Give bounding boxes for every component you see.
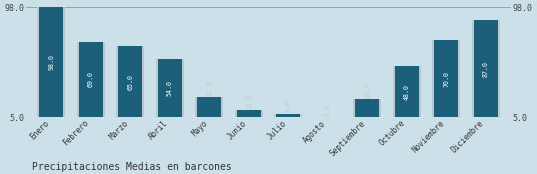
Text: 20.0: 20.0 xyxy=(364,82,370,98)
Bar xyxy=(471,20,500,117)
Text: 5.0: 5.0 xyxy=(325,104,331,116)
Text: Precipitaciones Medias en barcones: Precipitaciones Medias en barcones xyxy=(32,162,232,172)
Bar xyxy=(277,114,300,117)
Bar xyxy=(116,46,144,117)
Text: 70.0: 70.0 xyxy=(443,71,449,87)
Text: 22.0: 22.0 xyxy=(206,80,212,96)
Bar xyxy=(237,110,260,117)
Bar xyxy=(198,97,221,117)
Bar xyxy=(274,114,302,117)
Text: 87.0: 87.0 xyxy=(483,61,489,77)
Text: 65.0: 65.0 xyxy=(127,74,133,90)
Bar xyxy=(393,66,421,117)
Bar xyxy=(434,41,458,117)
Bar xyxy=(118,46,142,117)
Bar xyxy=(195,97,223,117)
Bar xyxy=(395,66,419,117)
Text: 48.0: 48.0 xyxy=(404,84,410,100)
Text: 8.0: 8.0 xyxy=(285,100,291,112)
Bar xyxy=(235,110,263,117)
Bar xyxy=(158,59,182,117)
Text: 11.0: 11.0 xyxy=(246,93,252,109)
Bar xyxy=(432,41,461,117)
Bar xyxy=(79,42,103,117)
Text: 69.0: 69.0 xyxy=(88,71,94,87)
Bar xyxy=(156,59,184,117)
Bar xyxy=(355,100,379,117)
Bar xyxy=(76,42,105,117)
Bar xyxy=(37,7,66,117)
Bar xyxy=(474,20,498,117)
Bar xyxy=(353,100,381,117)
Text: 54.0: 54.0 xyxy=(167,80,173,96)
Bar xyxy=(39,7,63,117)
Text: 98.0: 98.0 xyxy=(48,54,54,70)
